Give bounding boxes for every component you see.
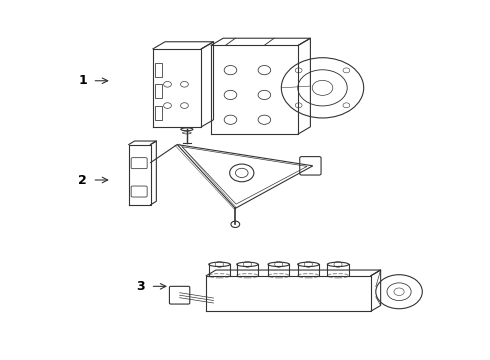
Text: 2: 2: [78, 174, 87, 186]
Text: 3: 3: [137, 280, 145, 293]
Bar: [155, 84, 162, 99]
Bar: [155, 105, 162, 120]
Bar: [155, 63, 162, 77]
Text: 1: 1: [78, 74, 87, 87]
